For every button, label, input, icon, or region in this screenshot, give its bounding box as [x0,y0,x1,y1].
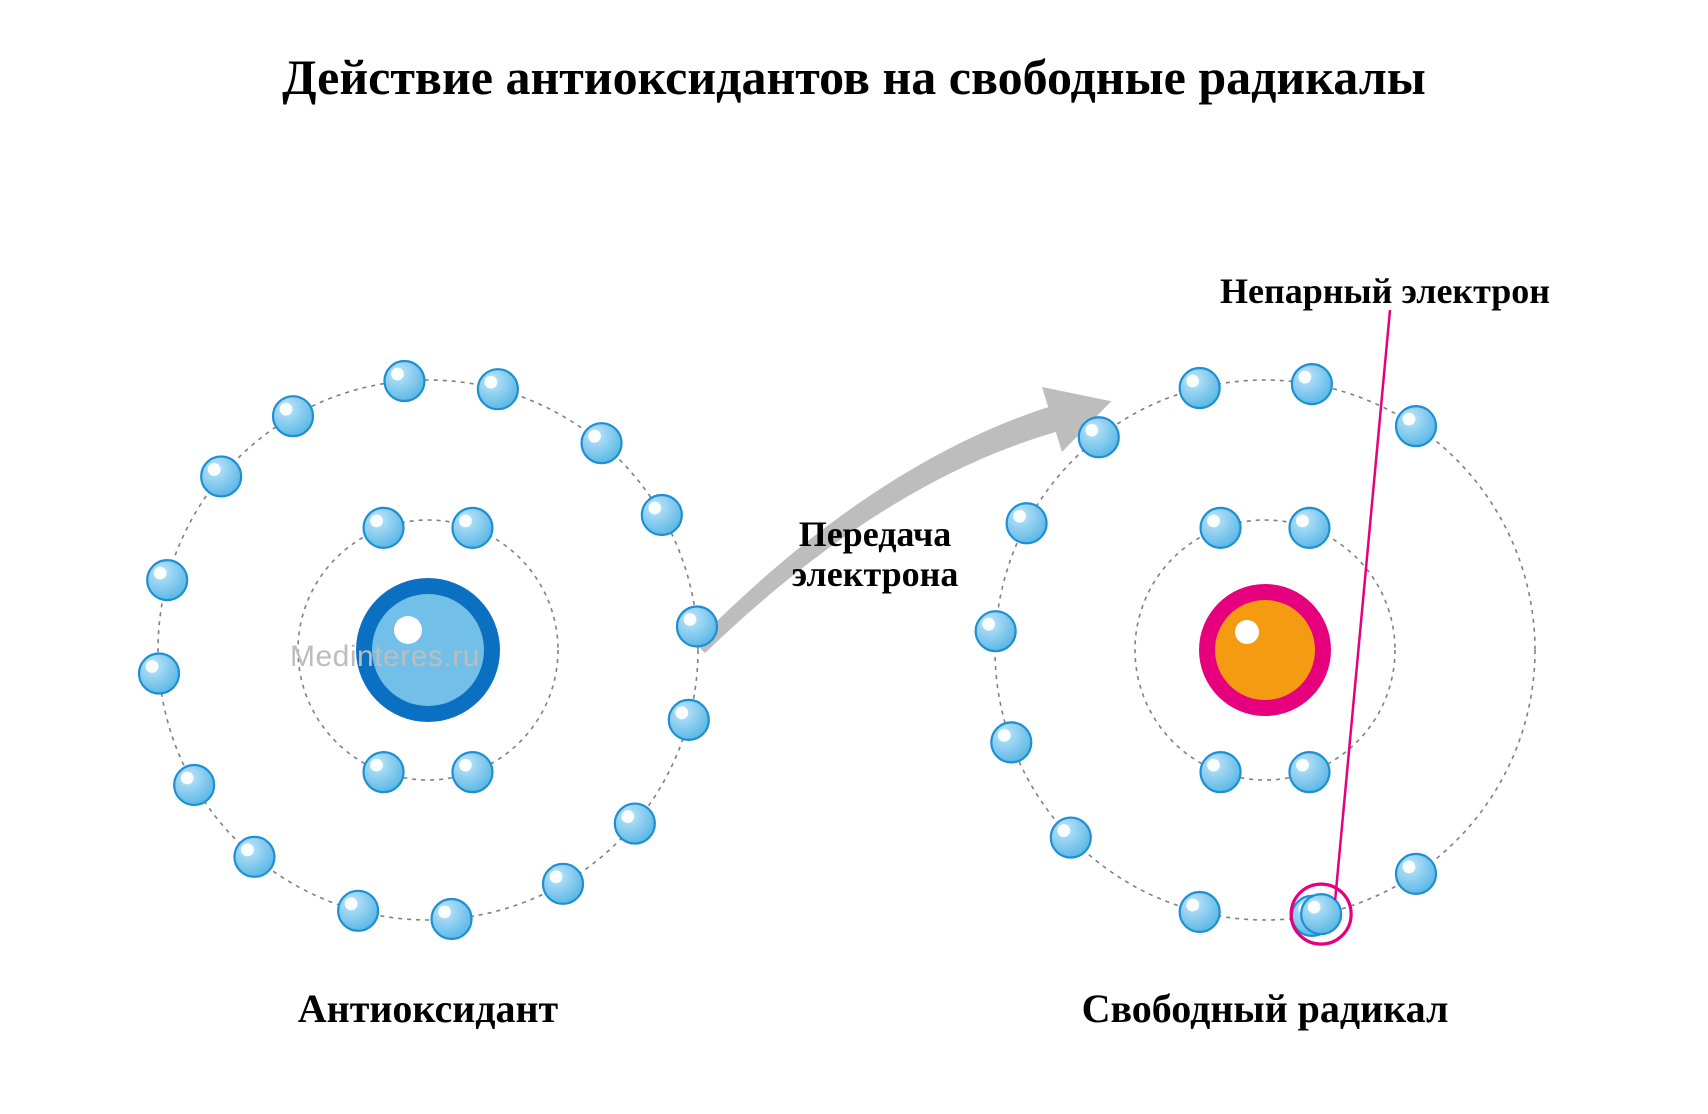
electron [1396,854,1436,894]
electron [677,606,717,646]
transfer-label-line1: Передача [799,514,952,554]
electron [1289,508,1329,548]
electron [1180,892,1220,932]
electron [139,654,179,694]
electron [669,700,709,740]
electron [543,864,583,904]
electron [338,891,378,931]
electron [364,508,404,548]
electron [1079,417,1119,457]
electron [1180,368,1220,408]
electron [174,765,214,805]
electron [642,495,682,535]
transfer-label-line2: электрона [792,554,959,594]
electron [432,899,472,939]
electron [1051,818,1091,858]
watermark-text: Medinteres.ru [290,640,480,674]
electron [1289,752,1329,792]
annotation-label: Непарный электрон [1220,270,1550,312]
electron [991,722,1031,762]
electron [147,560,187,600]
electron [234,837,274,877]
electron [452,508,492,548]
electron [452,752,492,792]
diagram-stage: Действие антиоксидантов на свободные рад… [0,0,1708,1114]
electron [1292,364,1332,404]
left-caption: Антиоксидант [208,985,648,1032]
electron [384,361,424,401]
electron [976,611,1016,651]
electron [1007,503,1047,543]
electron [201,456,241,496]
electron [615,804,655,844]
right-caption: Свободный радикал [1005,985,1525,1032]
transfer-label: Передача электрона [755,515,995,594]
electron [273,396,313,436]
free-radical-nucleus [1199,584,1331,716]
electron [1201,508,1241,548]
electron [582,423,622,463]
electron [1396,406,1436,446]
electron [364,752,404,792]
electron [478,369,518,409]
electron [1201,752,1241,792]
